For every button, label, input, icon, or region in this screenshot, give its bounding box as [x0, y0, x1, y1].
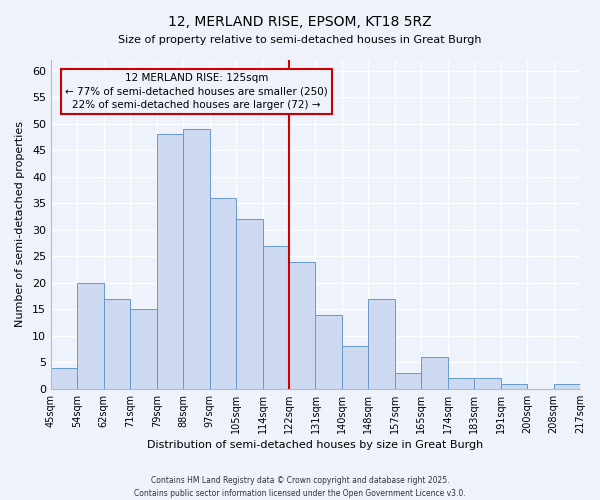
Y-axis label: Number of semi-detached properties: Number of semi-detached properties — [15, 122, 25, 328]
Bar — [395, 373, 421, 389]
Bar — [77, 282, 104, 389]
Bar — [51, 368, 77, 389]
X-axis label: Distribution of semi-detached houses by size in Great Burgh: Distribution of semi-detached houses by … — [148, 440, 484, 450]
Bar — [263, 246, 289, 389]
Text: Size of property relative to semi-detached houses in Great Burgh: Size of property relative to semi-detach… — [118, 35, 482, 45]
Bar — [554, 384, 580, 389]
Bar — [342, 346, 368, 389]
Text: Contains HM Land Registry data © Crown copyright and database right 2025.
Contai: Contains HM Land Registry data © Crown c… — [134, 476, 466, 498]
Bar — [289, 262, 316, 389]
Text: 12, MERLAND RISE, EPSOM, KT18 5RZ: 12, MERLAND RISE, EPSOM, KT18 5RZ — [168, 15, 432, 29]
Bar — [130, 310, 157, 389]
Bar — [500, 384, 527, 389]
Text: 12 MERLAND RISE: 125sqm
← 77% of semi-detached houses are smaller (250)
22% of s: 12 MERLAND RISE: 125sqm ← 77% of semi-de… — [65, 74, 328, 110]
Bar — [236, 219, 263, 389]
Bar — [104, 298, 130, 389]
Bar — [183, 129, 209, 389]
Bar — [448, 378, 474, 389]
Bar — [209, 198, 236, 389]
Bar — [474, 378, 500, 389]
Bar — [316, 314, 342, 389]
Bar — [421, 357, 448, 389]
Bar — [157, 134, 183, 389]
Bar — [368, 298, 395, 389]
